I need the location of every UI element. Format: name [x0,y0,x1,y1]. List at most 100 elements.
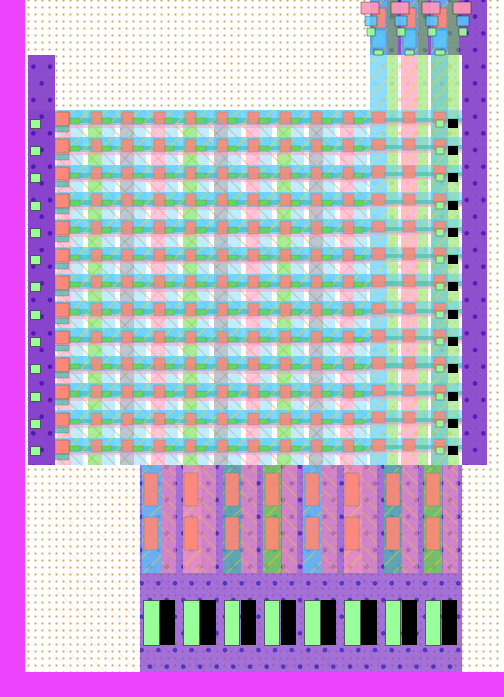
Bar [15,146,25,154]
Bar [370,411,462,424]
Bar [55,247,370,261]
Bar [354,118,363,123]
Bar [91,167,102,179]
Bar [370,122,462,125]
Bar [223,465,241,573]
Bar [144,473,158,507]
Bar [70,254,80,260]
Bar [154,330,165,343]
Bar [55,446,370,451]
Bar [55,154,69,160]
Bar [55,427,69,433]
Bar [184,516,199,550]
Bar [311,167,322,179]
Bar [398,28,405,36]
Bar [196,282,206,287]
Bar [55,391,370,396]
Bar [185,194,196,206]
Bar [448,0,459,55]
Bar [361,599,376,645]
Bar [248,167,259,179]
Bar [55,290,69,296]
Bar [448,118,458,128]
Bar [291,146,300,151]
Bar [354,282,363,287]
Bar [55,282,370,287]
Bar [165,227,174,233]
Bar [434,412,446,424]
Bar [259,364,269,369]
Bar [55,355,370,371]
Bar [154,303,165,316]
Bar [343,194,354,206]
Bar [102,282,111,287]
Bar [28,55,55,465]
Bar [122,303,133,316]
Bar [291,419,300,424]
Bar [217,139,228,152]
Bar [70,200,80,206]
Bar [387,55,398,465]
Bar [102,337,111,342]
Bar [448,337,458,346]
Bar [55,123,370,128]
Bar [185,358,196,370]
Bar [91,330,102,343]
Bar [55,303,69,317]
Bar [401,0,417,55]
Bar [354,391,363,397]
Bar [370,192,462,206]
Bar [403,30,416,48]
Bar [228,337,237,342]
Bar [322,254,332,260]
Bar [70,118,80,123]
Bar [436,447,444,454]
Bar [436,420,444,427]
Bar [91,385,102,397]
Bar [133,419,143,424]
Bar [291,110,304,465]
Bar [343,330,354,343]
Bar [370,363,462,367]
Bar [354,337,363,342]
Bar [228,173,237,178]
Bar [224,599,239,645]
Bar [55,419,370,424]
Bar [30,201,40,210]
Bar [165,118,174,123]
Bar [55,383,370,398]
Bar [462,55,487,465]
Bar [291,364,300,369]
Bar [403,8,416,28]
Bar [151,110,165,465]
Bar [402,599,417,645]
Bar [0,0,25,697]
Bar [434,221,446,232]
Bar [372,412,385,424]
Bar [248,222,259,233]
Bar [259,419,269,424]
Bar [55,249,69,262]
Bar [322,118,332,123]
Bar [372,139,385,151]
Bar [322,446,332,452]
Bar [102,446,111,452]
Bar [311,112,322,125]
Bar [91,222,102,233]
Bar [102,364,111,369]
Bar [15,309,25,318]
Bar [182,110,197,465]
Bar [55,309,370,314]
Bar [354,254,363,260]
Bar [434,167,446,178]
Bar [55,274,370,289]
Bar [248,440,259,452]
Bar [70,227,80,233]
Bar [401,55,417,465]
Bar [448,146,458,155]
Bar [370,55,462,465]
Bar [322,173,332,178]
Bar [122,385,133,397]
Bar [133,173,143,178]
Bar [201,599,216,645]
